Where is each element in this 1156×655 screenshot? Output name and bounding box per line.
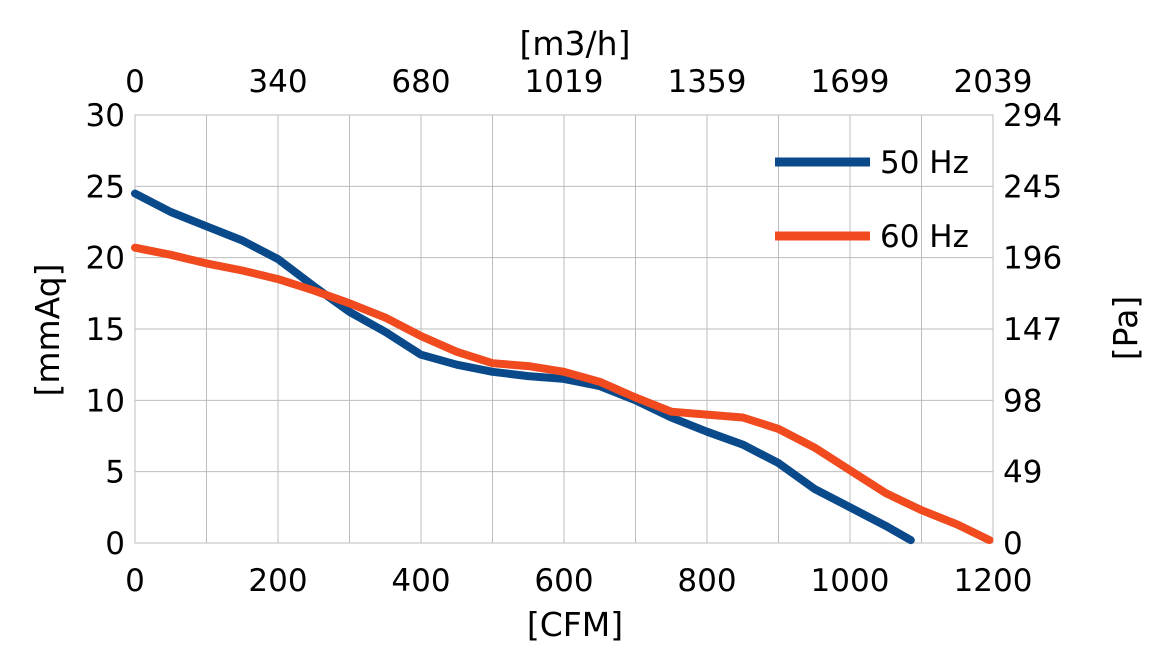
x-tick-label: 800 — [677, 563, 736, 599]
top-axis-tick-label: 340 — [248, 64, 307, 100]
plot-frame — [134, 114, 994, 544]
series-layer — [131, 189, 994, 545]
x-tick-label: 1000 — [811, 563, 890, 599]
right-axis-tick-label: 245 — [1003, 169, 1062, 205]
top-axis-tick-label: 1359 — [668, 64, 747, 100]
right-axis-tick-label: 196 — [1003, 241, 1062, 277]
top-axis-tick-label: 1019 — [525, 64, 604, 100]
right-axis-tick-label: 98 — [1003, 383, 1042, 419]
series-line-60hz — [131, 243, 994, 545]
top-axis-tick-label: 1699 — [811, 64, 890, 100]
y-tick-label: 30 — [86, 98, 125, 134]
x-axis-title: [CFM] — [527, 605, 623, 644]
right-axis-title: [Pa] — [1106, 296, 1145, 360]
legend-label: 60 Hz — [880, 219, 969, 255]
y-tick-label: 0 — [105, 526, 125, 562]
x-tick-label: 200 — [248, 563, 307, 599]
right-axis-tick-label: 294 — [1003, 98, 1062, 134]
x-tick-label: 400 — [391, 563, 450, 599]
top-axis-tick-label: 2039 — [954, 64, 1033, 100]
y-axis-title: [mmAq] — [28, 264, 67, 397]
y-tick-label: 25 — [86, 169, 125, 205]
top-axis-tick-label: 680 — [391, 64, 450, 100]
right-axis-tick-label: 147 — [1003, 312, 1062, 348]
y-tick-label: 10 — [86, 383, 125, 419]
right-axis-tick-label: 49 — [1003, 455, 1042, 491]
x-tick-label: 600 — [534, 563, 593, 599]
legend: 50 Hz 60 Hz — [775, 145, 969, 255]
y-tick-label: 20 — [86, 241, 125, 277]
right-axis-tick-label: 0 — [1003, 526, 1023, 562]
legend-label: 50 Hz — [880, 145, 969, 181]
top-axis-tick-label: 0 — [125, 64, 145, 100]
series-line-50hz — [131, 189, 915, 545]
y-tick-label: 15 — [86, 312, 125, 348]
top-axis-title: [m3/h] — [520, 24, 631, 63]
y-tick-label: 5 — [105, 455, 125, 491]
x-tick-label: 1200 — [954, 563, 1033, 599]
x-tick-label: 0 — [125, 563, 145, 599]
